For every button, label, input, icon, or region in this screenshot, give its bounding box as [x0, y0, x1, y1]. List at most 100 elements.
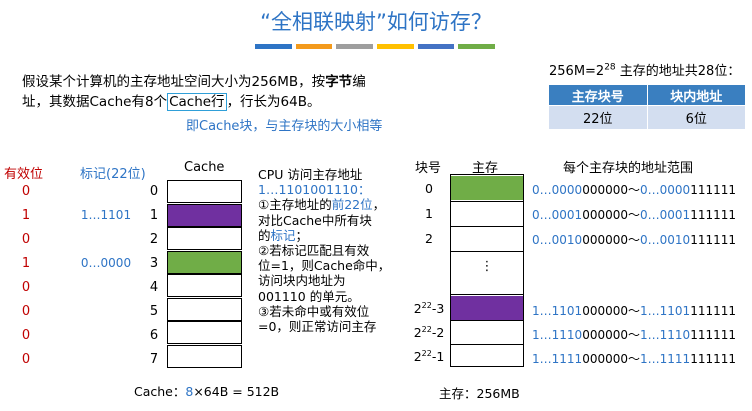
- explanation-line: ①主存地址的前22位，: [258, 197, 390, 212]
- address-note-text: 主存的地址共28位：: [615, 64, 741, 79]
- in-block-address-bits: 6位: [646, 105, 746, 130]
- range-prefix: 0…0010: [640, 233, 691, 247]
- cache-line: [167, 251, 242, 275]
- range-prefix: 1…1111: [532, 352, 583, 366]
- cache-line: [167, 227, 242, 251]
- range-offset: 000000: [582, 183, 628, 197]
- index-exponent: 22: [421, 301, 432, 310]
- index-base: 2: [413, 325, 422, 341]
- intro-text: 址，其数据Cache有8个: [22, 94, 168, 110]
- address-note-exponent: 28: [604, 62, 616, 73]
- tag-header: 标记(22位): [80, 167, 146, 182]
- title-bar-segment: [458, 44, 496, 49]
- range-tilde: ～: [628, 352, 641, 366]
- valid-bit: 0: [21, 352, 31, 367]
- range-offset: 111111: [690, 328, 737, 342]
- block-number-header: 主存块号: [548, 84, 648, 106]
- cache-line: [167, 204, 242, 228]
- cache-size-caption: Cache：8×64B = 512B: [134, 381, 279, 400]
- valid-bit: 0: [21, 184, 31, 199]
- block-address-range: 1…1111000000～1…1111111111: [532, 350, 736, 367]
- memory-divider: [451, 226, 523, 227]
- explanation-line: ③若未命中或有效位: [258, 303, 370, 319]
- valid-bit: 1: [21, 208, 31, 223]
- valid-bit: 1: [21, 256, 31, 271]
- title-bar-segment: [255, 44, 292, 49]
- tag-value: 1…1101: [80, 208, 132, 222]
- memory-block-index: 2: [425, 231, 433, 246]
- range-prefix: 0…0001: [532, 208, 583, 222]
- range-offset: 111111: [690, 304, 737, 318]
- range-tilde: ～: [628, 208, 641, 222]
- memory-block: [451, 296, 523, 320]
- cache-line: [167, 180, 242, 204]
- cache-line-index: 5: [149, 304, 159, 319]
- explanation-highlight: 前22位: [331, 197, 373, 213]
- in-block-address-header: 块内地址: [646, 84, 746, 106]
- index-base: 2: [413, 301, 422, 317]
- cache-line-term: Cache行: [167, 93, 227, 111]
- range-prefix: 0…0000: [532, 183, 583, 197]
- memory-block-index: 222-1: [410, 349, 448, 364]
- cache-line: [167, 274, 242, 298]
- explanation-text: ；: [295, 227, 309, 243]
- cache-line-index: 0: [149, 184, 159, 199]
- explanation-text: ①主存地址的: [258, 197, 332, 213]
- title-bar-segment: [377, 44, 414, 49]
- explanation-line: 访问块内地址为: [258, 273, 346, 289]
- explanation-line: ②若标记匹配且有效: [258, 243, 370, 259]
- range-prefix: 0…0000: [640, 183, 691, 197]
- memory-block-index: 0: [425, 181, 433, 196]
- range-offset: 111111: [690, 183, 737, 197]
- memory-divider: [451, 201, 523, 202]
- cache-header: Cache: [184, 160, 225, 175]
- address-note-text: 256M=2: [549, 64, 605, 79]
- cache-line-count: 8: [185, 384, 194, 399]
- memory-divider: [451, 251, 523, 252]
- block-address-range: 0…0001000000～0…0001111111: [532, 206, 736, 223]
- explanation-line: CPU 访问主存地址: [258, 167, 363, 182]
- cache-line-index: 1: [149, 208, 159, 223]
- title-bar-segment: [295, 44, 333, 49]
- main-memory-size-caption: 主存：256MB: [439, 386, 520, 401]
- range-prefix: 1…1101: [532, 304, 583, 318]
- intro-line-1: 假设某个计算机的主存地址空间大小为256MB，按字节编: [22, 72, 366, 92]
- range-offset: 111111: [690, 233, 737, 247]
- explanation-line: =0，则正常访问主存: [258, 319, 377, 335]
- valid-bit: 0: [21, 328, 31, 343]
- range-offset: 000000: [582, 304, 628, 318]
- range-tilde: ～: [628, 304, 641, 318]
- memory-divider: [451, 344, 523, 345]
- cache-line: [167, 321, 242, 345]
- main-memory-column: [450, 174, 524, 367]
- ellipsis-marker: ⋮: [480, 260, 494, 273]
- cache-line-index: 3: [149, 256, 159, 271]
- slide-title: “全相联映射”如何访存？: [260, 10, 492, 34]
- block-number-bits: 22位: [548, 105, 648, 130]
- intro-paragraph: 假设某个计算机的主存地址空间大小为256MB，按字节编 址，其数据Cache有8…: [22, 72, 366, 112]
- block-address-range: 0…0000000000～0…0000111111: [532, 181, 736, 198]
- range-tilde: ～: [628, 328, 641, 342]
- title-bar-segment: [336, 44, 374, 49]
- explanation-line: 的标记；: [258, 228, 390, 243]
- address-split-table: 主存块号 块内地址 22位 6位: [548, 84, 746, 130]
- explanation-line: 对比Cache中所有块: [258, 212, 372, 228]
- explanation-line: 001110 的单元。: [258, 288, 360, 304]
- block-address-range: 1…1110000000～1…1110111111: [532, 326, 736, 343]
- cache-line-index: 2: [149, 232, 159, 247]
- intro-text: 假设某个计算机的主存地址空间大小为256MB，按: [22, 74, 326, 90]
- valid-bit: 0: [21, 232, 31, 247]
- range-tilde: ～: [628, 183, 641, 197]
- memory-block-index: 222-3: [410, 301, 448, 316]
- range-prefix: 0…0010: [532, 233, 583, 247]
- range-offset: 000000: [582, 233, 628, 247]
- memory-block-index: 1: [425, 206, 433, 221]
- range-offset: 111111: [690, 352, 737, 366]
- tag-value: 0…0000: [80, 256, 132, 270]
- block-range-header: 每个主存块的地址范围: [563, 161, 694, 176]
- memory-block-index: 222-2: [410, 325, 448, 340]
- valid-bit-header: 有效位: [4, 167, 44, 182]
- range-prefix: 1…1110: [532, 328, 583, 342]
- index-suffix: -2: [431, 325, 445, 341]
- title-color-bar: [255, 44, 496, 49]
